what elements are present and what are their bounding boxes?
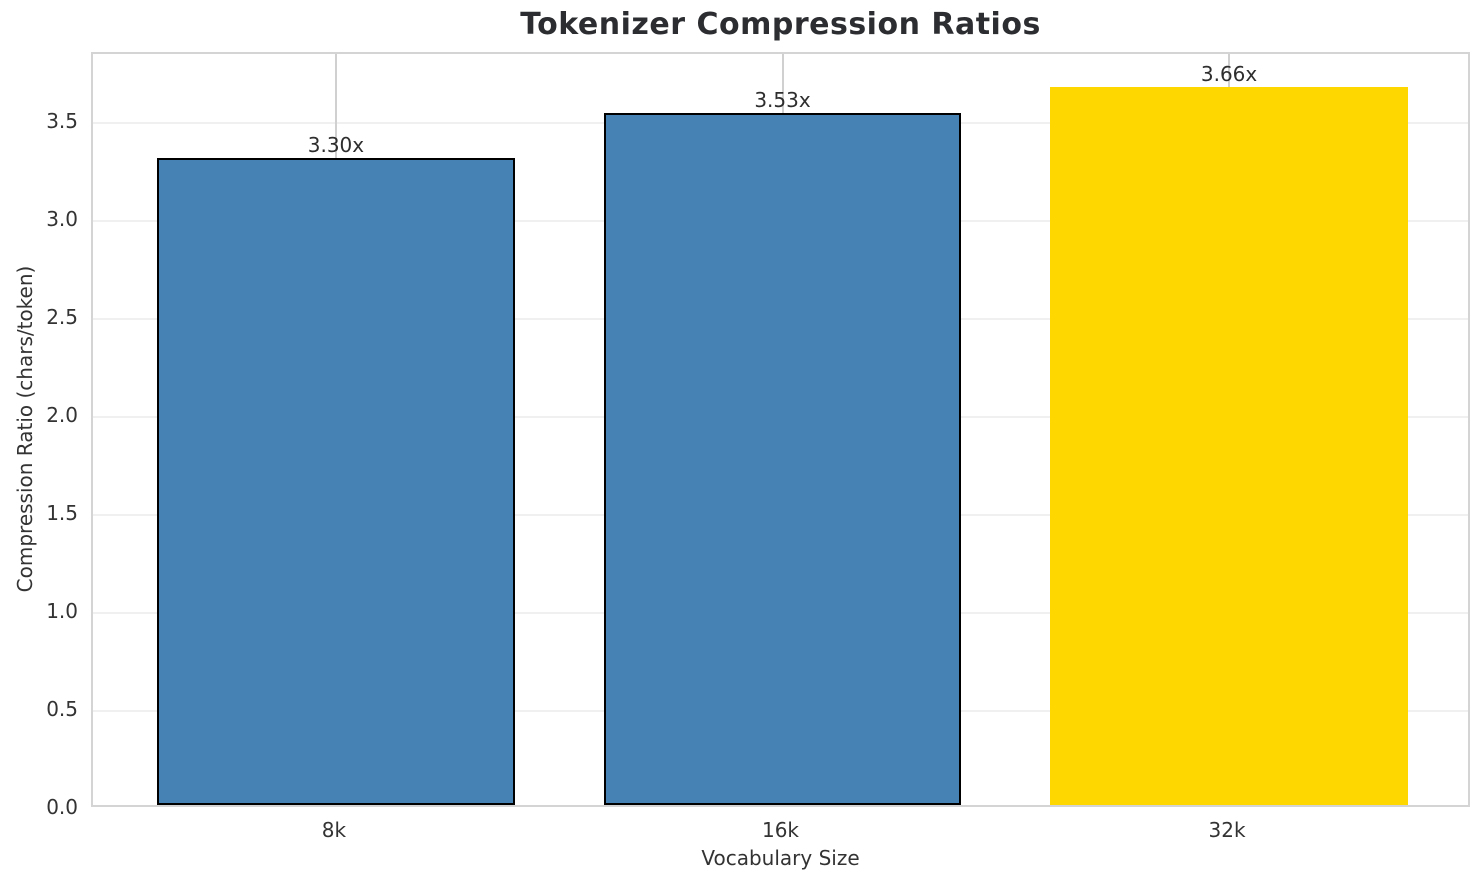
bar-16k [603,112,962,805]
y-tick-label: 0.0 [46,795,78,819]
y-tick-label: 2.0 [46,402,78,427]
y-tick-label: 0.5 [46,696,78,721]
bar-value-label: 3.66x [1200,62,1258,87]
y-tick-label: 2.5 [46,304,78,329]
chart-title: Tokenizer Compression Ratios [520,7,1041,42]
y-tick-label: 3.5 [46,108,78,133]
y-tick-label: 1.5 [46,500,78,525]
x-tick-label: 16k [761,818,800,842]
y-tick-label: 1.0 [46,598,78,623]
x-axis-label: Vocabulary Size [701,846,860,870]
y-tick-label: 3.0 [46,206,78,231]
x-tick-label: 32k [1208,818,1246,842]
bar-value-label: 3.30x [307,132,365,157]
plot-area: 3.30x 3.53x 3.66x [91,52,1470,807]
bar-32k [1050,87,1408,805]
bar-value-label: 3.53x [754,87,811,112]
bar-8k [157,157,515,805]
x-tick-label: 8k [321,818,347,842]
